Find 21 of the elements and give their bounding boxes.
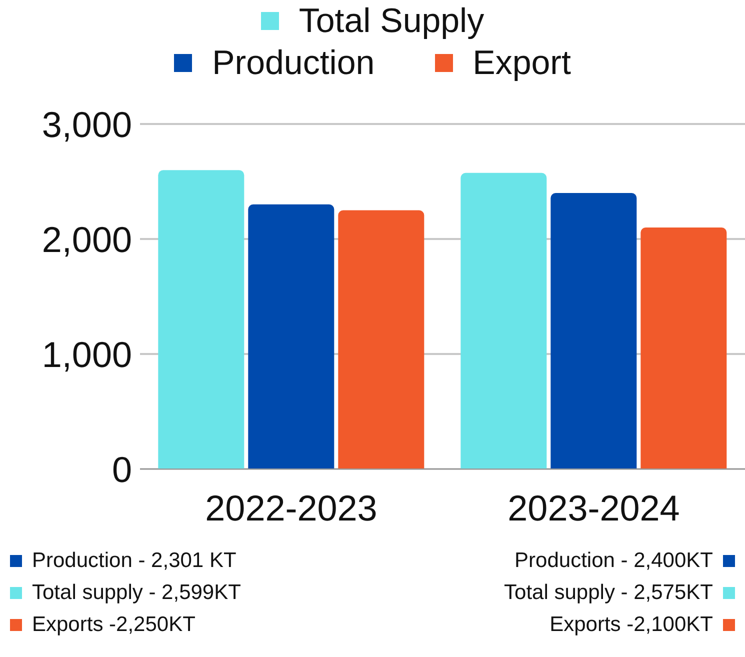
text: Total supply - 2,575KT xyxy=(504,581,713,605)
text: Production - 2,301 KT xyxy=(32,549,236,573)
legend-label: Production xyxy=(212,44,375,82)
bar xyxy=(640,228,727,469)
text: Total supply - 2,599KT xyxy=(32,581,241,605)
y-tick-label: 2,000 xyxy=(42,218,132,260)
text: Exports -2,250KT xyxy=(32,613,196,637)
legend-label: Total Supply xyxy=(298,2,484,40)
text: Production - 2,400KT xyxy=(514,549,713,573)
bar xyxy=(248,204,334,469)
text: Exports -2,100KT xyxy=(550,613,713,637)
x-tick-label: 2023-2024 xyxy=(508,488,680,529)
bar xyxy=(460,172,547,469)
x-tick-label: 2022-2023 xyxy=(205,488,378,529)
legend-label: Export xyxy=(472,44,571,82)
y-tick-label: 0 xyxy=(112,448,132,490)
y-tick-label: 3,000 xyxy=(42,104,132,145)
bar xyxy=(158,170,244,469)
bar xyxy=(550,193,637,469)
y-tick-label: 1,000 xyxy=(42,334,132,375)
bar xyxy=(338,210,424,469)
